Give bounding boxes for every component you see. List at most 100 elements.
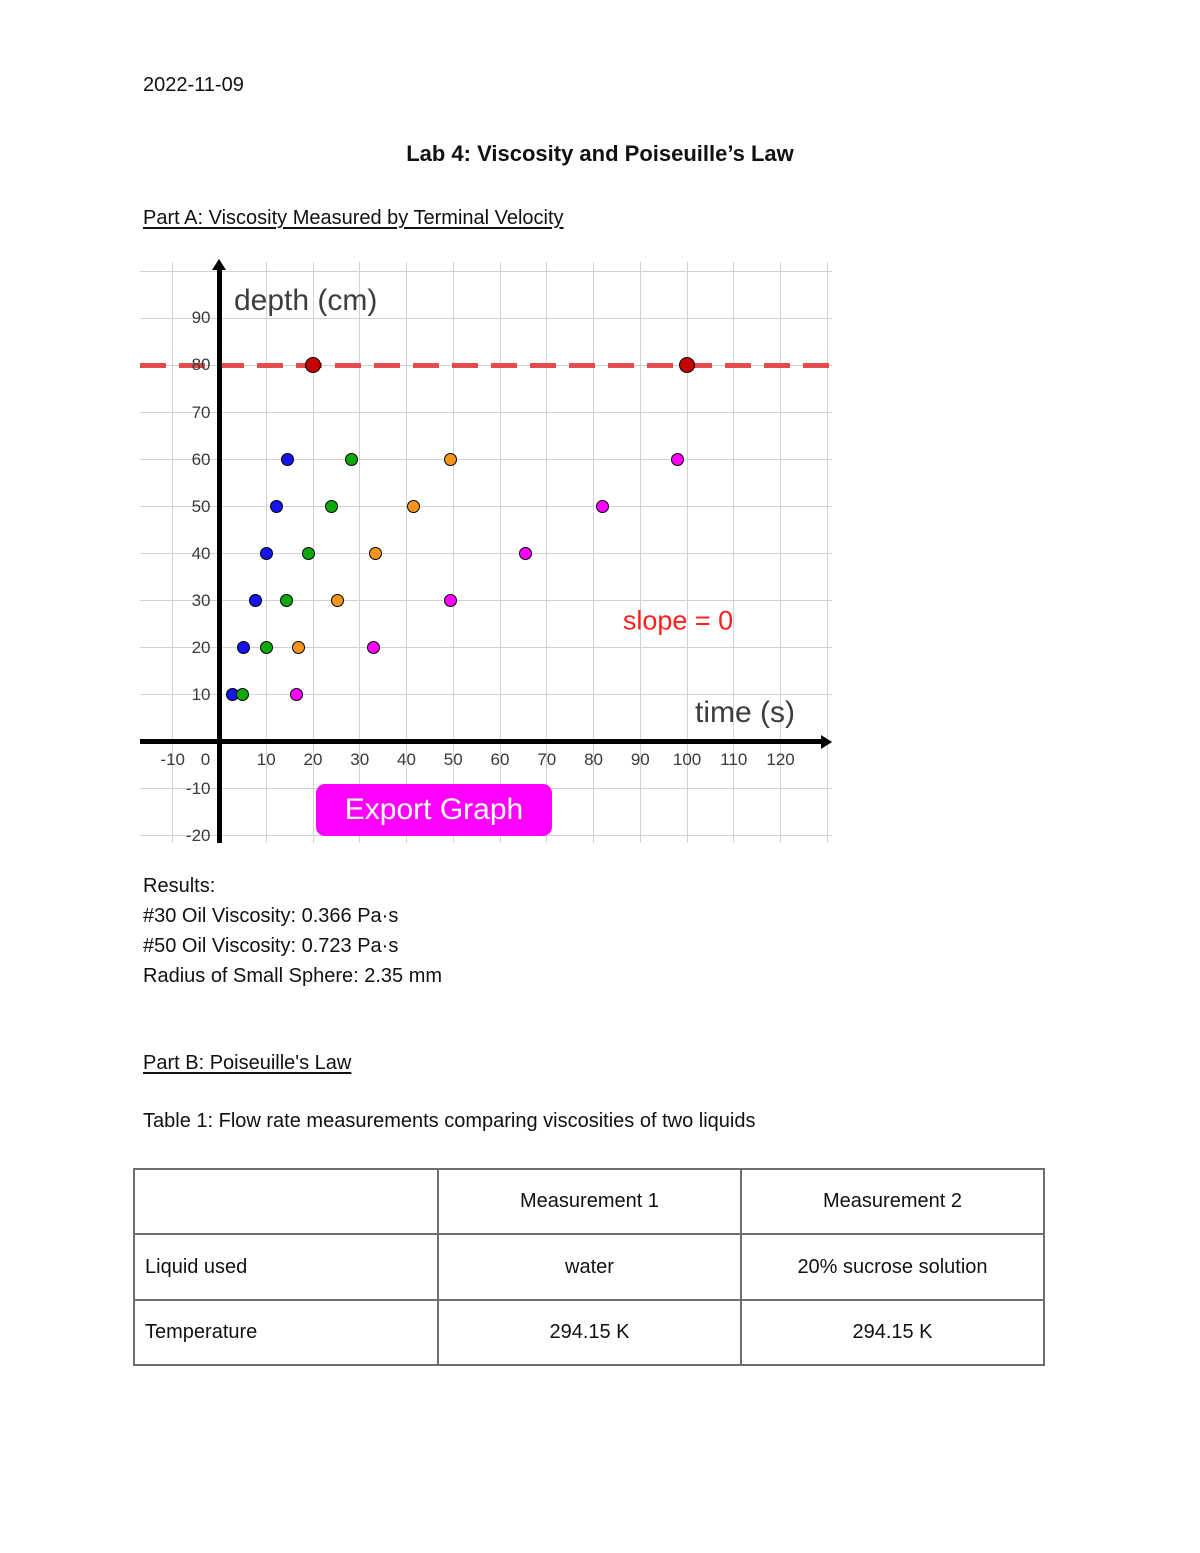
green-sphere-data-point[interactable] xyxy=(259,641,273,655)
magenta-sphere-data-point[interactable] xyxy=(290,688,304,702)
green-sphere-data-point[interactable] xyxy=(279,594,293,608)
orange-sphere-data-point[interactable] xyxy=(444,453,458,467)
part-b-heading: Part B: Poiseuille's Law xyxy=(143,1052,352,1074)
gridline xyxy=(826,262,828,843)
y-tick-label: 40 xyxy=(191,543,211,563)
results-label: Results: xyxy=(143,875,216,897)
gridline xyxy=(499,262,501,843)
gridline xyxy=(140,647,832,649)
x-tick-label: 100 xyxy=(672,749,702,769)
green-sphere-data-point[interactable] xyxy=(325,500,339,514)
gridline xyxy=(140,270,832,272)
magenta-sphere-data-point[interactable] xyxy=(596,500,610,514)
result-line: #30 Oil Viscosity: 0.366 Pa·s xyxy=(143,905,399,927)
table-row: Liquid used water 20% sucrose solution xyxy=(133,1233,1045,1301)
y-tick-label: -20 xyxy=(185,825,211,845)
gridline xyxy=(733,262,735,843)
x-tick-label: 80 xyxy=(584,749,603,769)
table-header-measurement-2: Measurement 2 xyxy=(740,1168,1045,1235)
y-axis-label: depth (cm) xyxy=(234,284,378,317)
terminal-depth-reference-line xyxy=(140,362,832,368)
y-tick-label: 60 xyxy=(191,449,211,469)
y-tick-label: 30 xyxy=(191,590,211,610)
gridline xyxy=(140,317,832,319)
gridline xyxy=(639,262,641,843)
gridline xyxy=(140,694,832,696)
row-label-temperature: Temperature xyxy=(133,1299,439,1366)
y-tick-label: 20 xyxy=(191,637,211,657)
green-sphere-data-point[interactable] xyxy=(345,453,359,467)
orange-sphere-data-point[interactable] xyxy=(407,500,421,514)
x-tick-label: 10 xyxy=(256,749,276,769)
part-a-heading: Part A: Viscosity Measured by Terminal V… xyxy=(143,207,564,229)
document-date: 2022-11-09 xyxy=(143,74,244,96)
orange-sphere-data-point[interactable] xyxy=(330,594,344,608)
x-tick-label: 60 xyxy=(490,749,510,769)
gridline xyxy=(780,262,782,843)
table-caption: Table 1: Flow rate measurements comparin… xyxy=(143,1110,756,1132)
depth-vs-time-chart: depth (cm) time (s) slope = 0 Export Gra… xyxy=(140,259,832,845)
blue-sphere-data-point[interactable] xyxy=(280,453,294,467)
blue-sphere-data-point[interactable] xyxy=(248,594,262,608)
flow-rate-table: Measurement 1 Measurement 2 Liquid used … xyxy=(133,1168,1045,1366)
magenta-sphere-data-point[interactable] xyxy=(519,547,533,561)
y-tick-label: 50 xyxy=(191,496,211,516)
x-tick-label: 90 xyxy=(630,749,650,769)
orange-sphere-data-point[interactable] xyxy=(291,641,305,655)
y-tick-label: -10 xyxy=(185,778,211,798)
x-tick-label: 50 xyxy=(443,749,463,769)
gridline xyxy=(172,262,174,843)
gridline xyxy=(140,412,832,414)
gridline xyxy=(546,262,548,843)
y-tick-label: 10 xyxy=(191,684,211,704)
gridline xyxy=(140,600,832,602)
green-sphere-data-point[interactable] xyxy=(301,547,315,561)
x-tick-label: 40 xyxy=(397,749,416,769)
x-tick-label: 110 xyxy=(720,749,748,769)
table-header-row: Measurement 1 Measurement 2 xyxy=(133,1168,1045,1235)
x-tick-label: -10 xyxy=(160,749,186,769)
orange-sphere-data-point[interactable] xyxy=(369,547,383,561)
y-axis xyxy=(216,268,222,843)
export-graph-button[interactable]: Export Graph xyxy=(316,784,552,836)
x-axis xyxy=(140,739,823,745)
magenta-sphere-data-point[interactable] xyxy=(671,453,685,467)
dark-red-terminal-depth-data-point[interactable] xyxy=(679,357,696,374)
result-line: Radius of Small Sphere: 2.35 mm xyxy=(143,965,443,987)
blue-sphere-data-point[interactable] xyxy=(270,500,284,514)
magenta-sphere-data-point[interactable] xyxy=(367,641,381,655)
x-axis-label: time (s) xyxy=(695,696,795,729)
liquid-measurement-1: water xyxy=(437,1233,742,1301)
temperature-measurement-2: 294.15 K xyxy=(740,1299,1045,1366)
table-row: Temperature 294.15 K 294.15 K xyxy=(133,1299,1045,1366)
liquid-measurement-2: 20% sucrose solution xyxy=(740,1233,1045,1301)
x-tick-label: 20 xyxy=(303,749,323,769)
gridline xyxy=(140,553,832,555)
y-tick-label: 80 xyxy=(191,355,211,375)
slope-annotation: slope = 0 xyxy=(622,605,734,636)
y-axis-arrow-icon xyxy=(212,259,227,270)
x-axis-arrow-icon xyxy=(821,734,832,749)
magenta-sphere-data-point[interactable] xyxy=(444,594,458,608)
page-title: Lab 4: Viscosity and Poiseuille’s Law xyxy=(406,141,794,166)
gridline xyxy=(359,262,361,843)
results-block: Results: #30 Oil Viscosity: 0.366 Pa·s #… xyxy=(143,871,442,991)
gridline xyxy=(686,262,688,843)
blue-sphere-data-point[interactable] xyxy=(259,547,273,561)
x-tick-label: 30 xyxy=(350,749,370,769)
table-corner-cell xyxy=(133,1168,439,1235)
gridline xyxy=(140,459,832,461)
x-tick-label: 70 xyxy=(537,749,557,769)
gridline xyxy=(452,262,454,843)
temperature-measurement-1: 294.15 K xyxy=(437,1299,742,1366)
y-tick-label: 90 xyxy=(191,308,211,328)
gridline xyxy=(140,506,832,508)
gridline xyxy=(593,262,595,843)
green-sphere-data-point[interactable] xyxy=(236,688,250,702)
x-tick-label: 120 xyxy=(766,749,795,769)
blue-sphere-data-point[interactable] xyxy=(237,641,251,655)
x-tick-label: 0 xyxy=(200,749,211,769)
dark-red-terminal-depth-data-point[interactable] xyxy=(305,357,321,374)
table-header-measurement-1: Measurement 1 xyxy=(437,1168,742,1235)
